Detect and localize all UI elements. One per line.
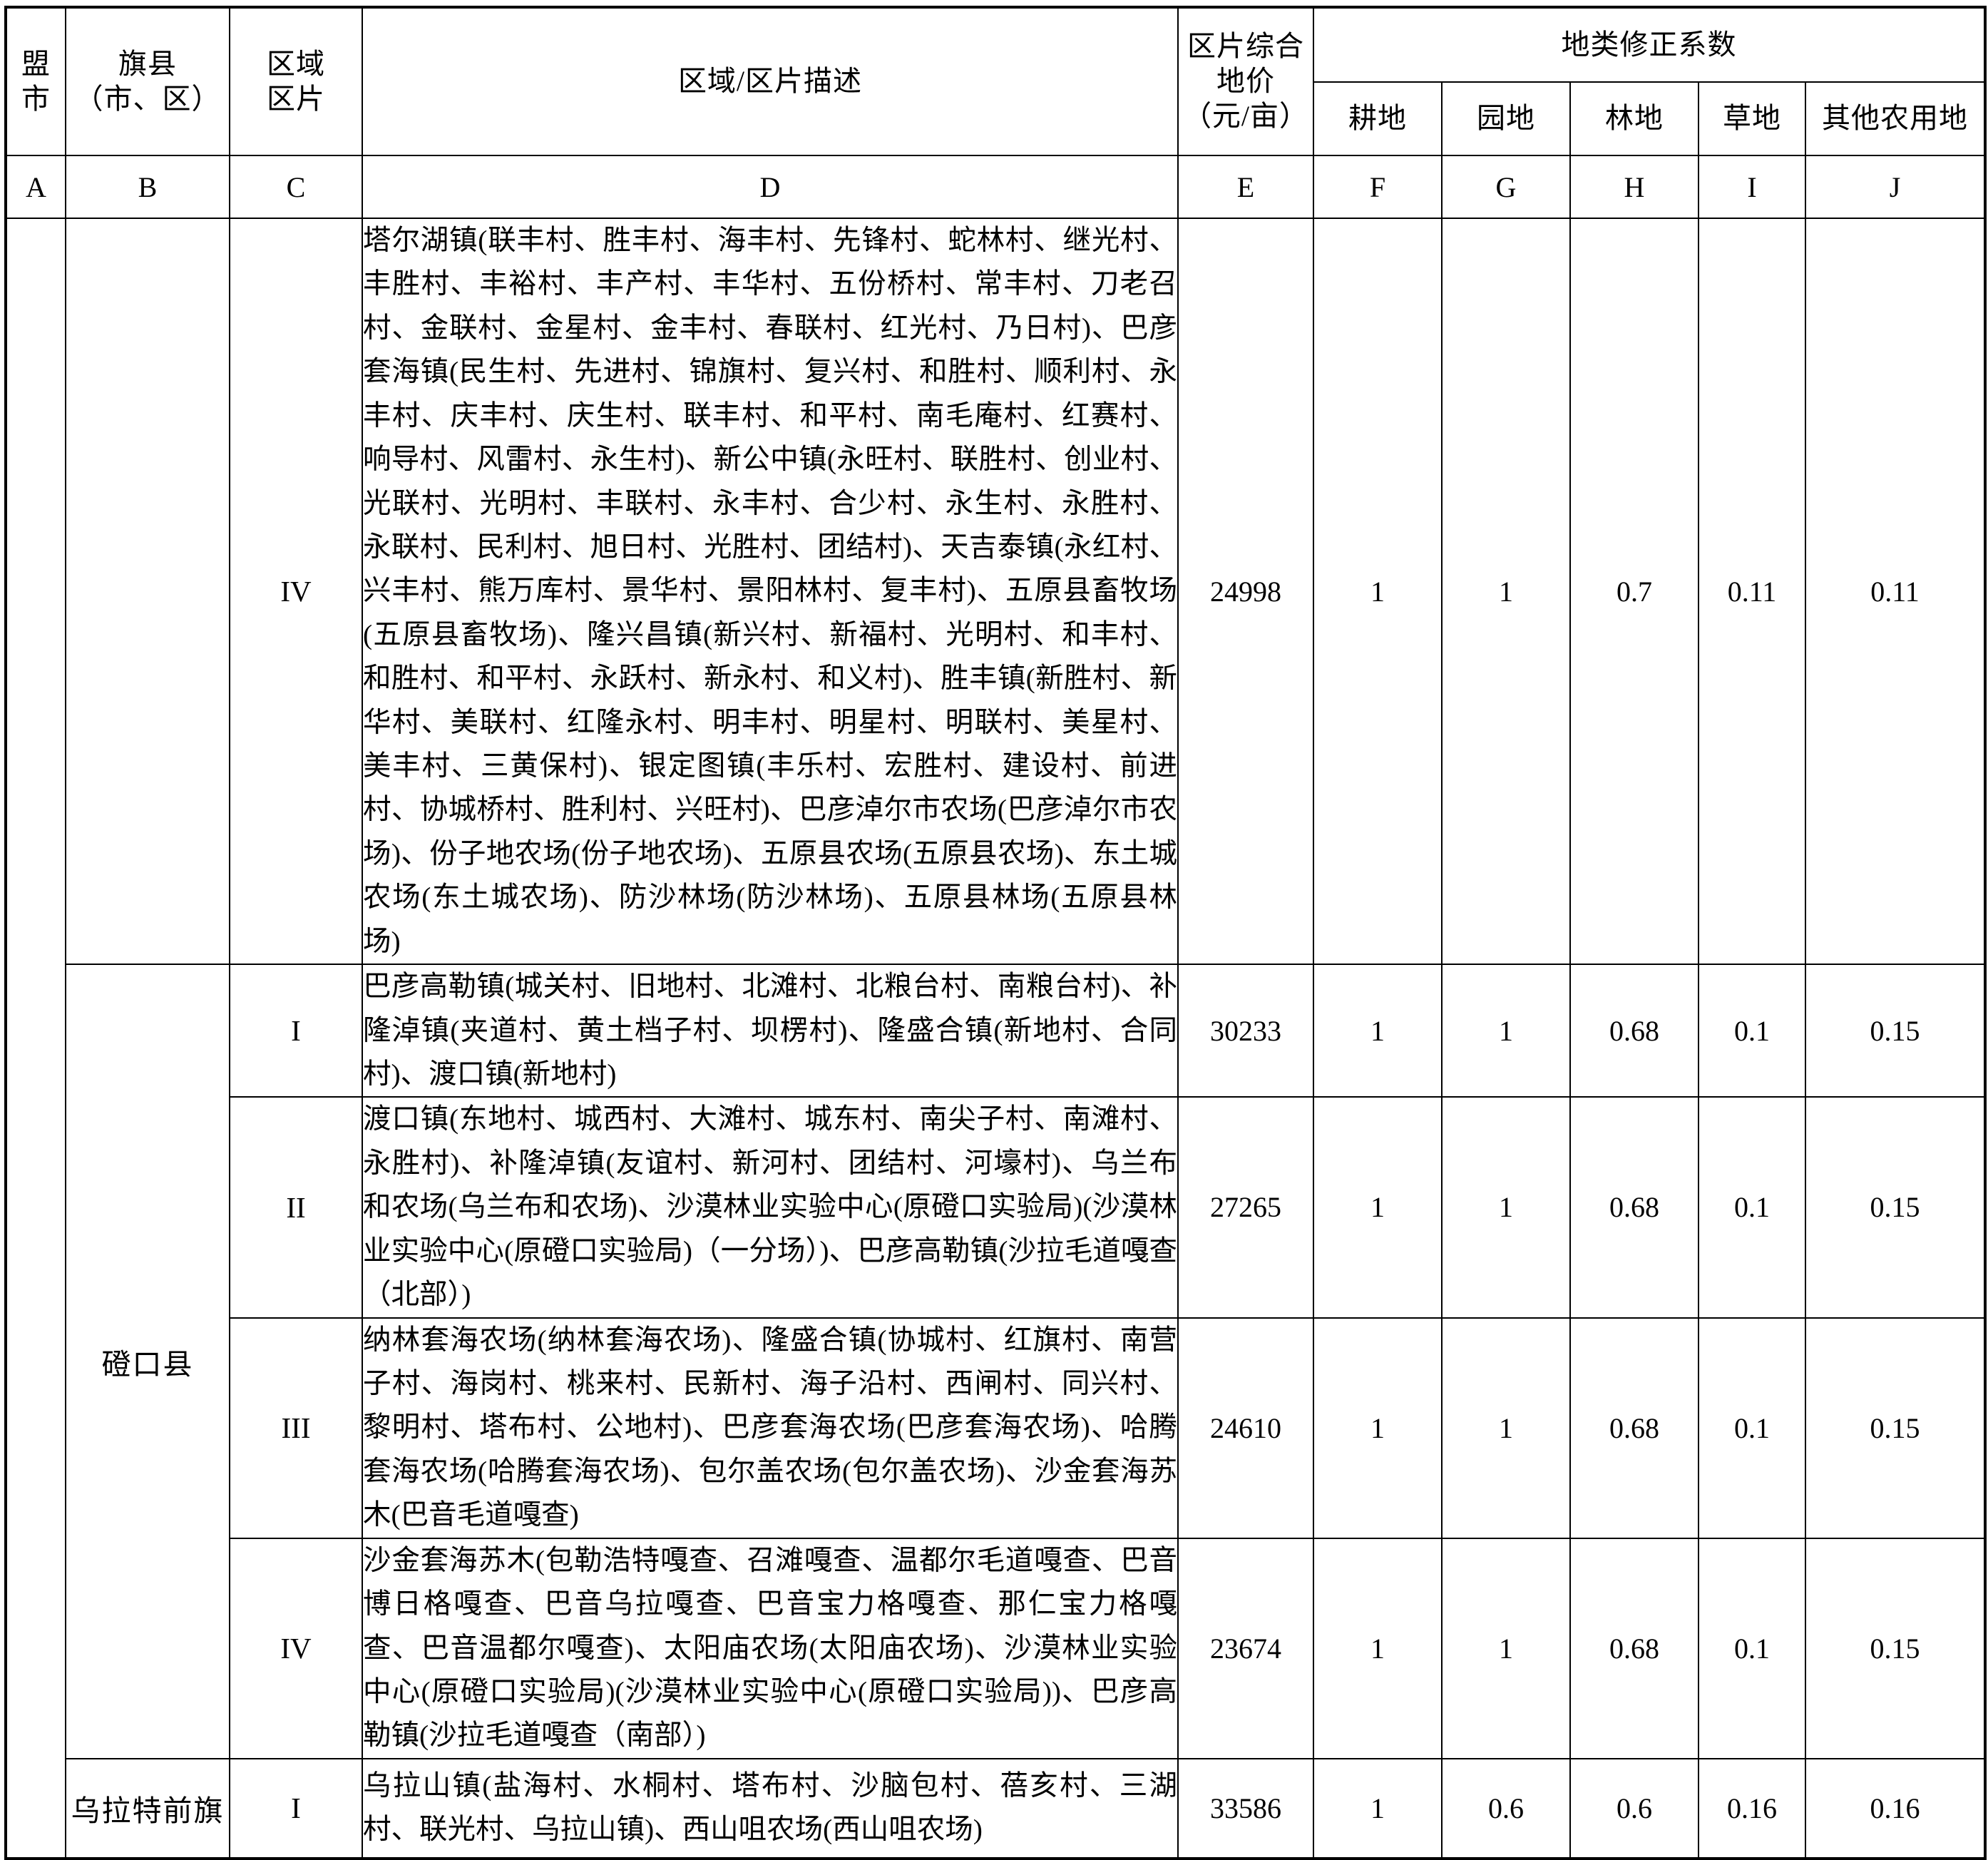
cell-description: 乌拉山镇(盐海村、水桐村、塔布村、沙脑包村、蓓亥村、三湖村、联光村、乌拉山镇)、… xyxy=(362,1757,1179,1859)
table-row: IV 沙金套海苏木(包勒浩特嘎查、召滩嘎查、温都尔毛道嘎查、巴音博日格嘎查、巴音… xyxy=(6,1537,1987,1759)
header-coefficient-group: 地类修正系数 xyxy=(1312,6,1987,83)
letter-c: C xyxy=(229,155,363,219)
header-row-coefficients: 耕地 园地 林地 草地 其他农用地 xyxy=(6,81,1987,156)
cell-coef-grass: 0.1 xyxy=(1698,1096,1806,1319)
header-county-line2: （市、区） xyxy=(74,82,221,115)
cell-coef-grass: 0.11 xyxy=(1698,217,1806,966)
cell-coef-other: 0.11 xyxy=(1804,217,1987,966)
header-zone: 区域 区片 xyxy=(229,6,363,156)
cell-coef-other: 0.15 xyxy=(1804,1317,1987,1539)
cell-coef-cultivated: 1 xyxy=(1313,1096,1443,1319)
header-price-line2: 地价 xyxy=(1216,65,1275,98)
cell-zone: IV xyxy=(229,1537,363,1759)
cell-county: 乌拉特前旗 xyxy=(65,1757,230,1859)
cell-price: 23674 xyxy=(1177,1537,1314,1759)
table-row: II 渡口镇(东地村、城西村、大滩村、城东村、南尖子村、南滩村、永胜村)、补隆淖… xyxy=(6,1096,1987,1319)
cell-county: 磴口县 xyxy=(65,964,230,1759)
cell-zone: I xyxy=(229,1757,363,1859)
header-coef-grass: 草地 xyxy=(1698,81,1806,156)
letter-d: D xyxy=(362,155,1179,219)
letter-a: A xyxy=(5,155,66,219)
cell-coef-forest: 0.68 xyxy=(1569,964,1699,1098)
cell-coef-forest: 0.7 xyxy=(1569,217,1699,966)
cell-description: 纳林套海农场(纳林套海农场)、隆盛合镇(协城村、红旗村、南营子村、海岗村、桃来村… xyxy=(362,1317,1179,1539)
column-letter-row: A B C D E F G H I J xyxy=(5,155,1987,219)
header-meng-city: 盟市 xyxy=(5,6,66,156)
header-row-titles: 盟市 旗县 （市、区） 区域 区片 区域/区片描述 区片综合 地价 （元/亩） … xyxy=(5,6,1987,156)
header-coef-forest: 林地 xyxy=(1569,81,1699,156)
cell-coef-garden: 1 xyxy=(1441,1317,1571,1539)
cell-description: 渡口镇(东地村、城西村、大滩村、城东村、南尖子村、南滩村、永胜村)、补隆淖镇(友… xyxy=(362,1096,1179,1319)
cell-coef-garden: 0.6 xyxy=(1441,1757,1571,1859)
cell-coef-grass: 0.16 xyxy=(1698,1757,1806,1859)
header-coef-garden: 园地 xyxy=(1441,81,1571,156)
cell-coef-forest: 0.68 xyxy=(1569,1537,1699,1759)
header-price: 区片综合 地价 （元/亩） xyxy=(1177,6,1314,156)
cell-description: 沙金套海苏木(包勒浩特嘎查、召滩嘎查、温都尔毛道嘎查、巴音博日格嘎查、巴音乌拉嘎… xyxy=(362,1537,1179,1759)
cell-coef-forest: 0.6 xyxy=(1569,1757,1699,1859)
cell-coef-grass: 0.1 xyxy=(1698,1317,1806,1539)
cell-coef-forest: 0.68 xyxy=(1569,1096,1699,1319)
table-row: 乌拉特前旗 I 乌拉山镇(盐海村、水桐村、塔布村、沙脑包村、蓓亥村、三湖村、联光… xyxy=(6,1757,1987,1859)
cell-price: 24610 xyxy=(1177,1317,1314,1539)
cell-coef-cultivated: 1 xyxy=(1313,1757,1443,1859)
table-row: IV 塔尔湖镇(联丰村、胜丰村、海丰村、先锋村、蛇林村、继光村、丰胜村、丰裕村、… xyxy=(5,217,1987,1859)
cell-coef-cultivated: 1 xyxy=(1313,964,1443,1098)
cell-coef-garden: 1 xyxy=(1441,1096,1571,1319)
table-row: III 纳林套海农场(纳林套海农场)、隆盛合镇(协城村、红旗村、南营子村、海岗村… xyxy=(6,1317,1987,1539)
header-zone-line2: 区片 xyxy=(267,82,325,115)
letter-j: J xyxy=(1804,155,1987,219)
cell-coef-cultivated: 1 xyxy=(1313,1317,1443,1539)
cell-coef-other: 0.15 xyxy=(1804,1096,1987,1319)
cell-price: 27265 xyxy=(1177,1096,1314,1319)
letter-e: E xyxy=(1177,155,1314,219)
letter-f: F xyxy=(1313,155,1443,219)
cell-coef-cultivated: 1 xyxy=(1313,1537,1443,1759)
header-coef-cultivated: 耕地 xyxy=(1313,81,1443,156)
cell-meng-city xyxy=(5,218,66,1859)
letter-i: I xyxy=(1698,155,1806,219)
cell-county xyxy=(65,217,230,966)
header-zone-line1: 区域 xyxy=(267,47,325,80)
cell-price: 33586 xyxy=(1177,1757,1314,1859)
cell-zone: IV xyxy=(229,217,363,966)
header-county: 旗县 （市、区） xyxy=(65,6,230,156)
cell-coef-cultivated: 1 xyxy=(1313,217,1443,966)
table-row: 磴口县 I 巴彦高勒镇(城关村、旧地村、北滩村、北粮台村、南粮台村)、补隆淖镇(… xyxy=(6,964,1987,1759)
header-description: 区域/区片描述 xyxy=(362,6,1179,156)
cell-coef-forest: 0.68 xyxy=(1569,1317,1699,1539)
cell-zone: II xyxy=(229,1096,363,1319)
cell-coef-garden: 1 xyxy=(1441,964,1571,1098)
header-county-line1: 旗县 xyxy=(118,47,177,80)
cell-coef-garden: 1 xyxy=(1441,217,1571,966)
cell-coef-garden: 1 xyxy=(1441,1537,1571,1759)
header-price-line1: 区片综合 xyxy=(1187,30,1304,63)
letter-b: B xyxy=(65,155,230,219)
table-header: 盟市 旗县 （市、区） 区域 区片 区域/区片描述 区片综合 地价 （元/亩） … xyxy=(5,6,1987,219)
cell-coef-grass: 0.1 xyxy=(1698,964,1806,1098)
land-price-table: 盟市 旗县 （市、区） 区域 区片 区域/区片描述 区片综合 地价 （元/亩） … xyxy=(4,6,1987,1860)
cell-description: 巴彦高勒镇(城关村、旧地村、北滩村、北粮台村、南粮台村)、补隆淖镇(夹道村、黄土… xyxy=(362,964,1179,1098)
header-coef-other: 其他农用地 xyxy=(1804,81,1987,156)
cell-price: 30233 xyxy=(1177,964,1314,1098)
header-price-line3: （元/亩） xyxy=(1182,99,1309,132)
cell-coef-other: 0.16 xyxy=(1804,1757,1987,1859)
cell-price: 24998 xyxy=(1177,217,1314,966)
letter-g: G xyxy=(1441,155,1571,219)
cell-zone: I xyxy=(229,964,363,1098)
cell-description: 塔尔湖镇(联丰村、胜丰村、海丰村、先锋村、蛇林村、继光村、丰胜村、丰裕村、丰产村… xyxy=(362,217,1179,966)
table-body: IV 塔尔湖镇(联丰村、胜丰村、海丰村、先锋村、蛇林村、继光村、丰胜村、丰裕村、… xyxy=(5,217,1987,1859)
cell-zone: III xyxy=(229,1317,363,1539)
cell-coef-grass: 0.1 xyxy=(1698,1537,1806,1759)
letter-h: H xyxy=(1569,155,1699,219)
cell-coef-other: 0.15 xyxy=(1804,1537,1987,1759)
cell-coef-other: 0.15 xyxy=(1804,964,1987,1098)
